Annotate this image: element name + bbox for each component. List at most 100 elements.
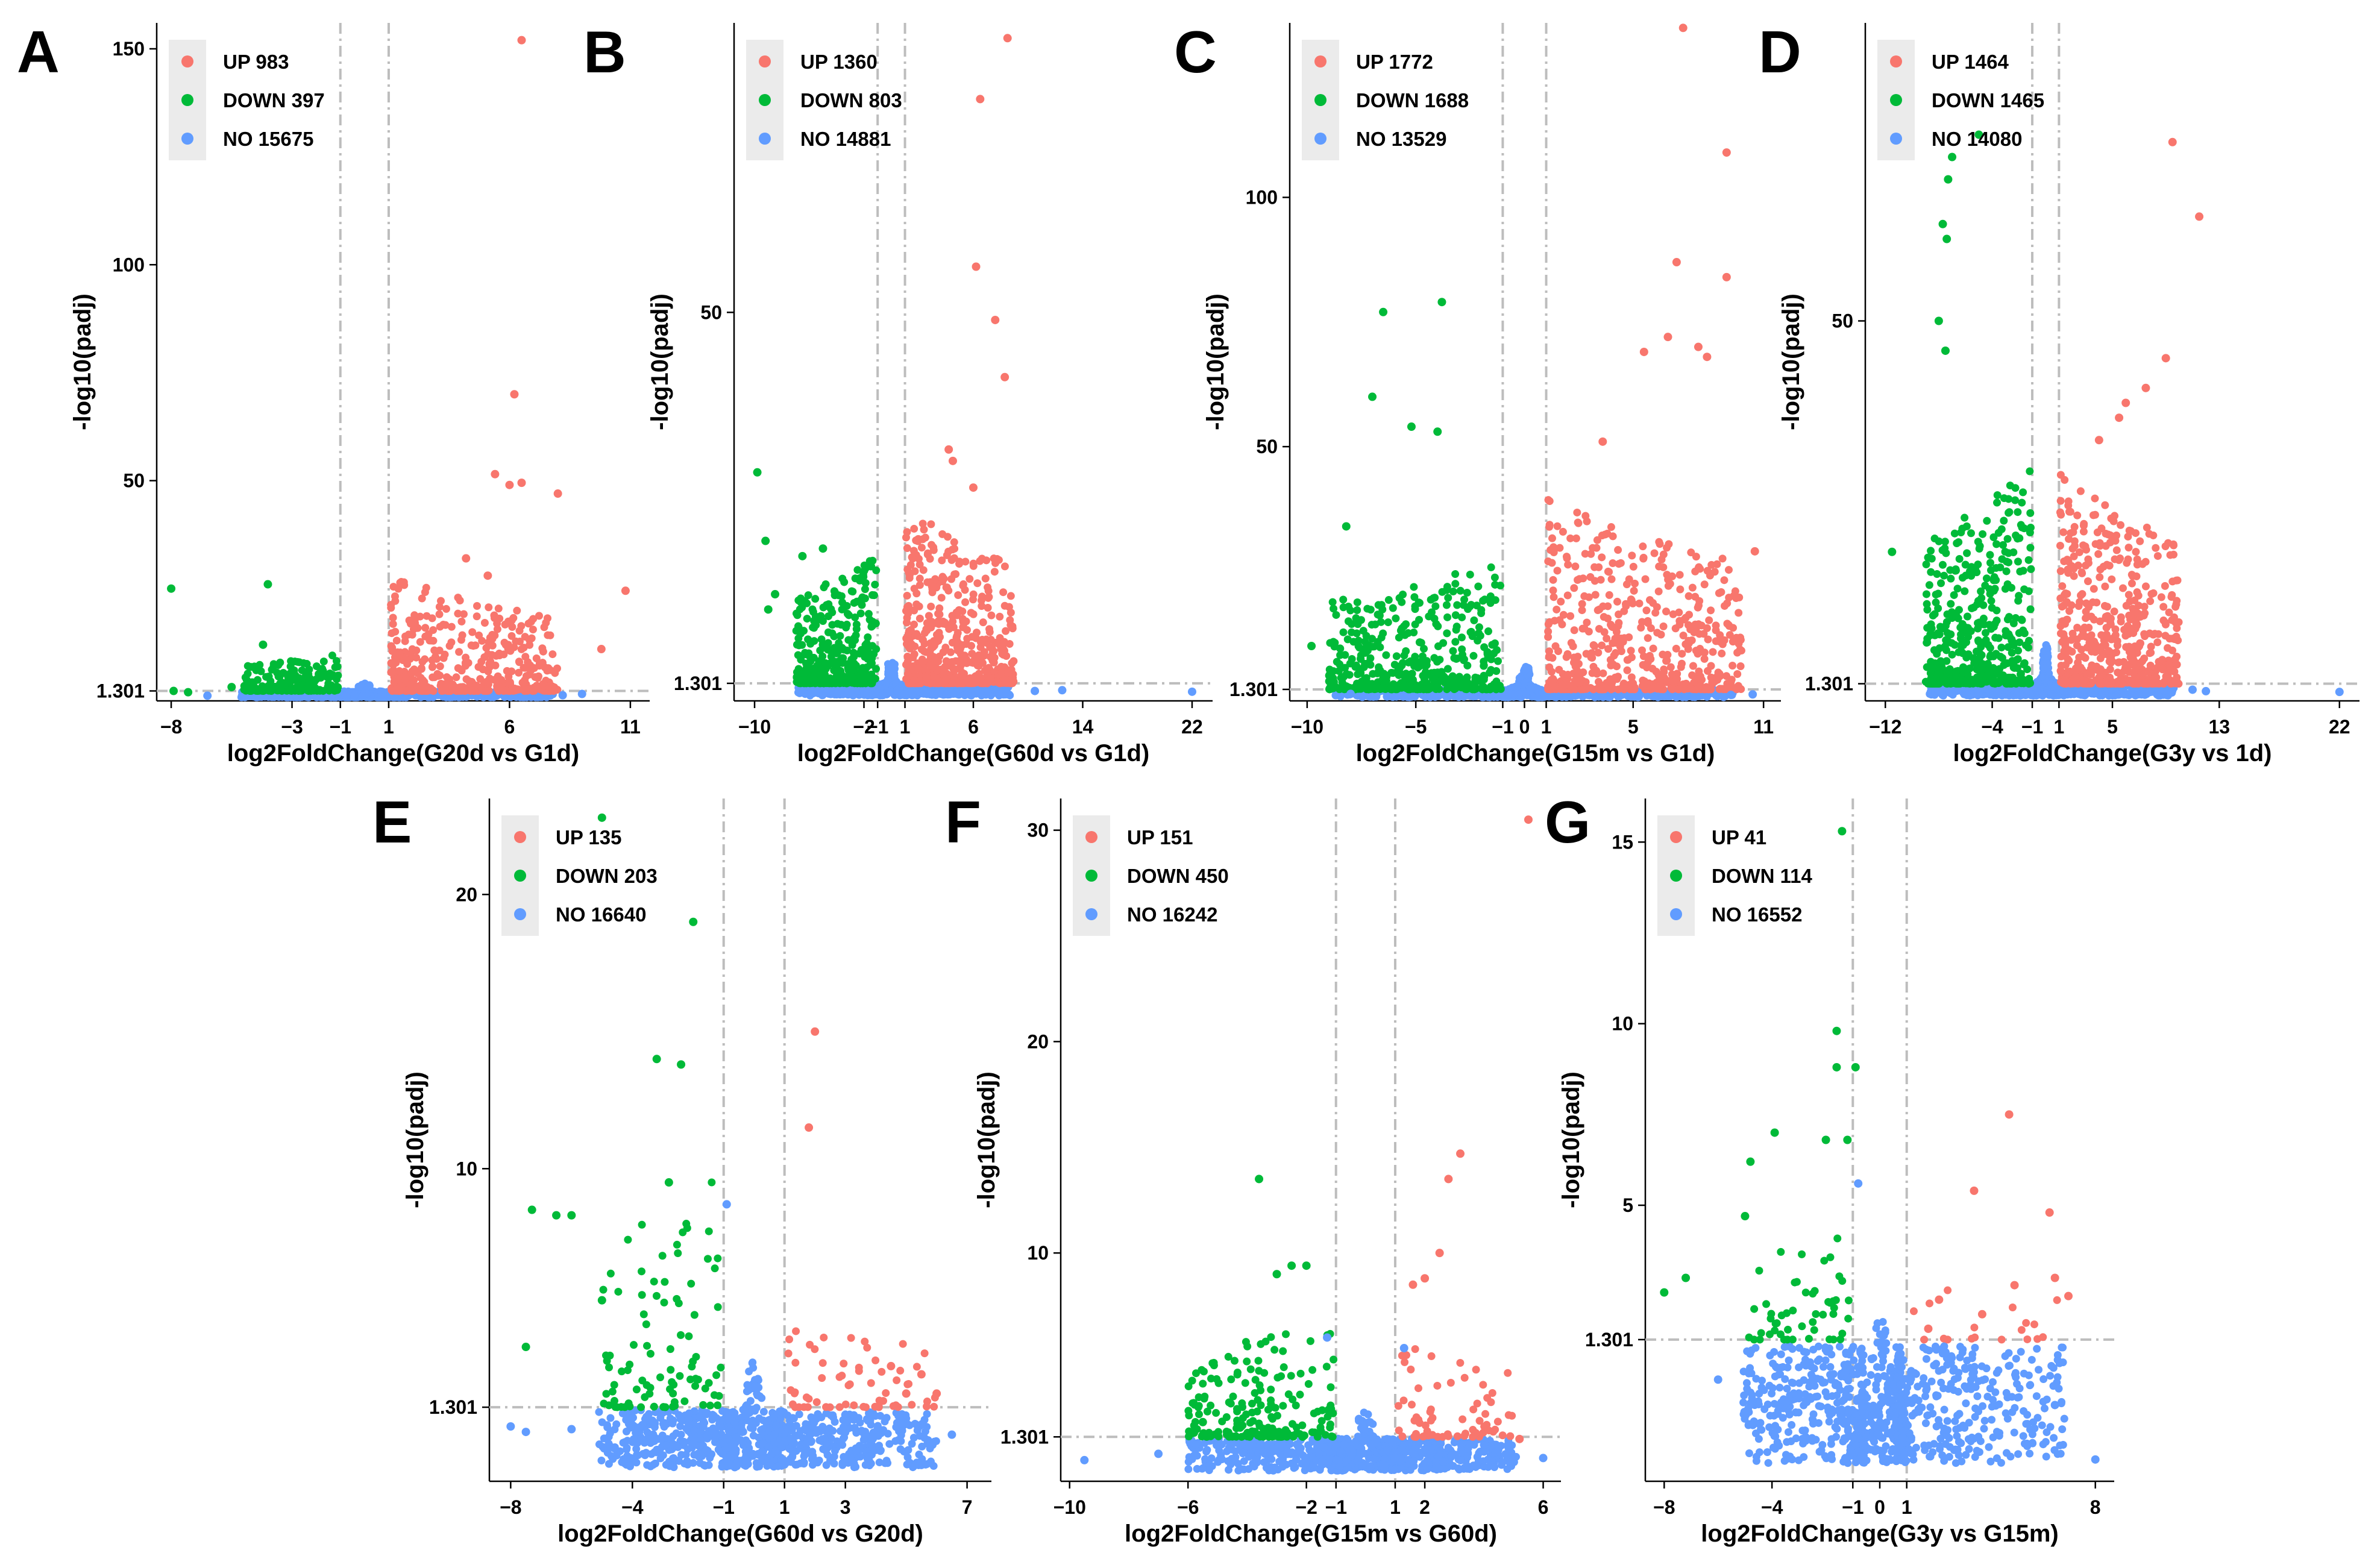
- data-point: [389, 613, 397, 622]
- data-point: [1475, 623, 1483, 632]
- data-point: [987, 636, 995, 644]
- data-point: [412, 646, 421, 654]
- data-point: [830, 679, 838, 687]
- data-point: [485, 660, 494, 668]
- data-point: [456, 685, 464, 693]
- outlier-point: [505, 480, 514, 489]
- y-tick-label: 50: [123, 470, 145, 492]
- outlier-point: [1187, 687, 1196, 696]
- data-point: [359, 692, 367, 700]
- data-point: [982, 556, 991, 565]
- data-point: [969, 590, 978, 598]
- data-point: [903, 528, 911, 536]
- data-point: [811, 612, 820, 621]
- data-point: [847, 672, 856, 680]
- data-point: [1367, 621, 1376, 629]
- data-point: [295, 658, 304, 667]
- data-point: [796, 677, 804, 685]
- data-point: [473, 612, 481, 621]
- data-point: [1605, 591, 1613, 599]
- data-point: [853, 597, 861, 606]
- data-point: [1733, 670, 1742, 678]
- data-point: [418, 594, 426, 603]
- data-point: [1700, 580, 1709, 589]
- data-point: [1490, 573, 1499, 582]
- data-point: [1383, 673, 1391, 681]
- data-point: [498, 685, 506, 693]
- data-point: [1553, 566, 1562, 575]
- data-point: [1360, 663, 1368, 671]
- data-point: [1457, 683, 1466, 692]
- data-point: [1599, 669, 1607, 677]
- outliers-down: [167, 580, 272, 697]
- outlier-point: [517, 478, 526, 488]
- legend-up-label: UP 1360: [800, 51, 878, 73]
- data-point: [848, 686, 856, 694]
- data-point: [465, 677, 473, 685]
- data-point: [979, 618, 987, 627]
- data-point: [454, 609, 462, 618]
- x-tick-label: 11: [620, 716, 641, 738]
- data-point: [840, 578, 849, 586]
- data-point: [534, 672, 542, 680]
- data-point: [879, 691, 887, 699]
- data-point: [1429, 594, 1437, 603]
- data-point: [457, 617, 466, 626]
- data-point: [1353, 598, 1361, 606]
- x-tick-label: −1: [867, 716, 888, 738]
- data-point: [914, 554, 923, 563]
- data-point: [821, 659, 830, 667]
- data-point: [262, 673, 271, 681]
- data-point: [938, 556, 946, 565]
- data-point: [355, 682, 363, 691]
- y-tick-label: 1.301: [674, 673, 722, 694]
- data-point: [312, 675, 321, 683]
- legend-down-label: DOWN 397: [223, 89, 325, 111]
- data-point: [950, 554, 958, 562]
- data-point: [910, 524, 918, 533]
- x-tick-label: 22: [1181, 716, 1203, 738]
- panel-letter: A: [17, 19, 60, 85]
- data-point: [1476, 632, 1484, 640]
- data-point: [283, 679, 291, 688]
- legend-down-swatch: [181, 94, 193, 106]
- data-point: [1523, 665, 1531, 674]
- data-point: [1442, 601, 1451, 609]
- data-point: [912, 589, 921, 598]
- data-point: [1484, 627, 1492, 636]
- data-point: [484, 650, 492, 659]
- data-point: [429, 626, 438, 635]
- data-point: [941, 663, 949, 671]
- data-point: [395, 667, 404, 676]
- data-point: [543, 614, 551, 623]
- data-point: [1434, 642, 1442, 650]
- data-point: [313, 686, 321, 695]
- data-point: [328, 651, 336, 660]
- data-point: [1663, 544, 1671, 552]
- data-point: [1496, 582, 1504, 590]
- data-point: [806, 639, 815, 648]
- outlier-point: [263, 580, 272, 589]
- outlier-point: [818, 544, 827, 553]
- data-point: [1443, 613, 1452, 621]
- data-point: [1526, 686, 1534, 695]
- data-point: [1387, 685, 1395, 694]
- data-point: [1344, 617, 1352, 626]
- data-point: [1348, 655, 1356, 664]
- legend-no-label: NO 14881: [800, 128, 891, 150]
- data-point: [941, 618, 949, 627]
- data-point: [954, 591, 962, 600]
- outlier-point: [764, 605, 773, 614]
- data-point: [1425, 612, 1433, 621]
- data-point: [475, 631, 483, 639]
- data-point: [304, 683, 312, 692]
- data-point: [331, 663, 339, 671]
- data-point: [480, 618, 489, 627]
- data-point: [394, 648, 402, 656]
- data-point: [1444, 594, 1452, 602]
- data-point: [515, 668, 523, 677]
- data-point: [805, 652, 814, 660]
- data-point: [508, 623, 517, 631]
